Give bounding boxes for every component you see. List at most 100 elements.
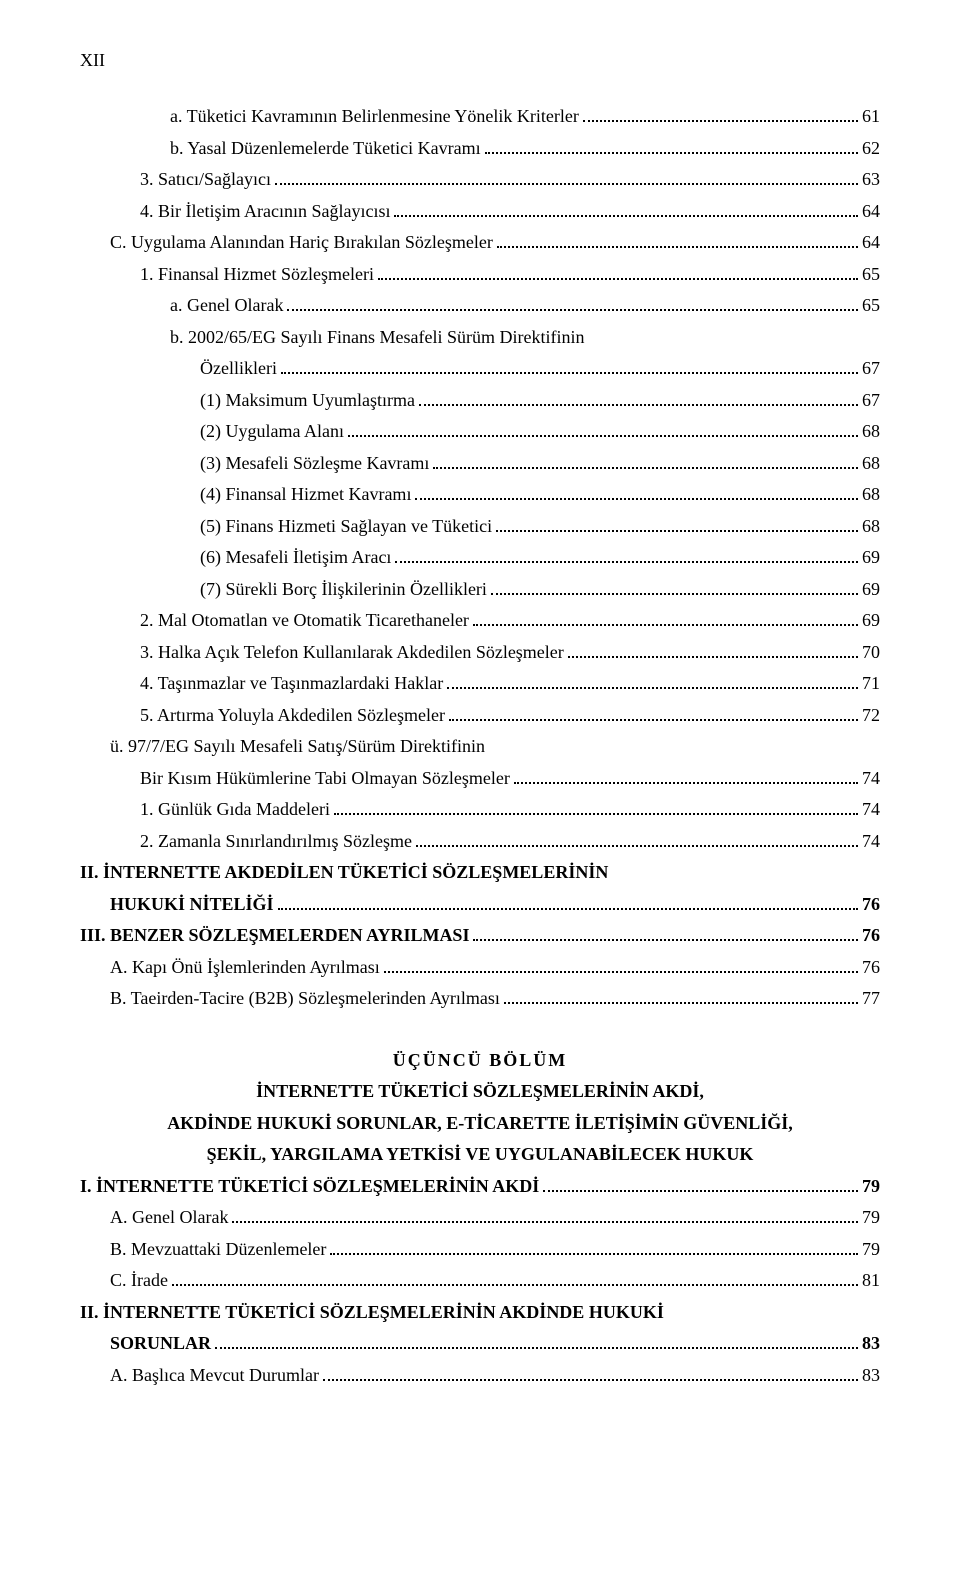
toc-label: B. Mevzuattaki Düzenlemeler	[110, 1234, 326, 1266]
toc-page-number: 72	[862, 700, 880, 732]
toc-leader-dots	[384, 971, 858, 973]
toc-page-number: 64	[862, 227, 880, 259]
toc-label: (3) Mesafeli Sözleşme Kavramı	[200, 448, 429, 480]
toc-leader-dots	[449, 719, 858, 721]
toc-page-number: 67	[862, 353, 880, 385]
toc-label: HUKUKİ NİTELİĞİ	[110, 889, 274, 921]
toc-label: (5) Finans Hizmeti Sağlayan ve Tüketici	[200, 511, 492, 543]
section-subtitle-2: AKDİNDE HUKUKİ SORUNLAR, E-TİCARETTE İLE…	[80, 1108, 880, 1140]
toc-label: C. İrade	[110, 1265, 168, 1297]
toc-label: 1. Günlük Gıda Maddeleri	[140, 794, 330, 826]
toc-page-number: 79	[862, 1171, 880, 1203]
toc-entry: 3. Halka Açık Telefon Kullanılarak Akded…	[80, 637, 880, 669]
toc-leader-dots	[491, 593, 858, 595]
toc-entry: 4. Bir İletişim Aracının Sağlayıcısı 64	[80, 196, 880, 228]
toc-entry: (2) Uygulama Alanı68	[80, 416, 880, 448]
toc-leader-dots	[419, 404, 858, 406]
toc-page-number: 69	[862, 542, 880, 574]
toc-entry-prefix: b. 2002/65/EG Sayılı Finans Mesafeli Sür…	[80, 322, 880, 354]
section-subtitle-3: ŞEKİL, YARGILAMA YETKİSİ VE UYGULANABİLE…	[80, 1139, 880, 1171]
toc-page-number: 69	[862, 574, 880, 606]
toc-entry: (4) Finansal Hizmet Kavramı 68	[80, 479, 880, 511]
toc-page-number: 68	[862, 416, 880, 448]
toc-label: (6) Mesafeli İletişim Aracı	[200, 542, 391, 574]
toc-page-number: 68	[862, 479, 880, 511]
toc-leader-dots	[215, 1347, 858, 1349]
toc-leader-dots	[395, 561, 858, 563]
toc-page-number: 74	[862, 794, 880, 826]
toc-label: (7) Sürekli Borç İlişkilerinin Özellikle…	[200, 574, 487, 606]
toc-page-number: 65	[862, 259, 880, 291]
toc-leader-dots	[473, 939, 858, 941]
toc-entry: C. İrade 81	[80, 1265, 880, 1297]
toc-leader-dots	[416, 845, 858, 847]
toc-label: 2. Zamanla Sınırlandırılmış Sözleşme	[140, 826, 412, 858]
toc-label: 4. Taşınmazlar ve Taşınmazlardaki Haklar	[140, 668, 443, 700]
toc-leader-dots	[287, 309, 858, 311]
toc-entry-prefix: II. İNTERNETTE AKDEDİLEN TÜKETİCİ SÖZLEŞ…	[80, 857, 880, 889]
toc-label: 4. Bir İletişim Aracının Sağlayıcısı	[140, 196, 390, 228]
toc-label: Özellikleri	[200, 353, 277, 385]
toc-leader-dots	[415, 498, 858, 500]
toc-entry: a. Tüketici Kavramının Belirlenmesine Yö…	[80, 101, 880, 133]
toc-label: 1. Finansal Hizmet Sözleşmeleri	[140, 259, 374, 291]
toc-page-number: 74	[862, 763, 880, 795]
toc-label: 2. Mal Otomatlan ve Otomatik Ticarethane…	[140, 605, 469, 637]
toc-entry: I. İNTERNETTE TÜKETİCİ SÖZLEŞMELERİNİN A…	[80, 1171, 880, 1203]
toc-entry: a. Genel Olarak65	[80, 290, 880, 322]
toc-entry: III. BENZER SÖZLEŞMELERDEN AYRILMASI76	[80, 920, 880, 952]
toc-label: A. Başlıca Mevcut Durumlar	[110, 1360, 319, 1392]
toc-page-number: 83	[862, 1328, 880, 1360]
toc-page-number: 76	[862, 952, 880, 984]
toc-label: II. İNTERNETTE TÜKETİCİ SÖZLEŞMELERİNİN …	[80, 1297, 664, 1329]
toc-leader-dots	[348, 435, 858, 437]
toc-entry: HUKUKİ NİTELİĞİ 76	[80, 889, 880, 921]
toc-leader-dots	[485, 152, 858, 154]
toc-entry: SORUNLAR83	[80, 1328, 880, 1360]
toc-label: A. Genel Olarak	[110, 1202, 228, 1234]
toc-entry: 2. Mal Otomatlan ve Otomatik Ticarethane…	[80, 605, 880, 637]
toc-leader-dots	[275, 183, 858, 185]
toc-page-number: 64	[862, 196, 880, 228]
toc-page-number: 68	[862, 511, 880, 543]
toc-label: I. İNTERNETTE TÜKETİCİ SÖZLEŞMELERİNİN A…	[80, 1171, 539, 1203]
toc-page-number: 67	[862, 385, 880, 417]
toc-entry: A. Genel Olarak79	[80, 1202, 880, 1234]
toc-label: 3. Halka Açık Telefon Kullanılarak Akded…	[140, 637, 564, 669]
toc-entry-prefix: II. İNTERNETTE TÜKETİCİ SÖZLEŞMELERİNİN …	[80, 1297, 880, 1329]
toc-leader-dots	[543, 1190, 858, 1192]
toc-leader-dots	[497, 246, 858, 248]
toc-entry: (7) Sürekli Borç İlişkilerinin Özellikle…	[80, 574, 880, 606]
toc-label: 3. Satıcı/Sağlayıcı	[140, 164, 271, 196]
toc-label: ü. 97/7/EG Sayılı Mesafeli Satış/Sürüm D…	[110, 731, 485, 763]
toc-page-number: 71	[862, 668, 880, 700]
toc-entry: 2. Zamanla Sınırlandırılmış Sözleşme74	[80, 826, 880, 858]
section-subtitle-1: İNTERNETTE TÜKETİCİ SÖZLEŞMELERİNİN AKDİ…	[80, 1076, 880, 1108]
toc-entry: b. Yasal Düzenlemelerde Tüketici Kavramı…	[80, 133, 880, 165]
toc-page-number: 61	[862, 101, 880, 133]
toc-page-number: 76	[862, 920, 880, 952]
toc-page-number: 81	[862, 1265, 880, 1297]
toc-page-number: 79	[862, 1234, 880, 1266]
toc-leader-dots	[433, 467, 858, 469]
toc-label: C. Uygulama Alanından Hariç Bırakılan Sö…	[110, 227, 493, 259]
toc-entry: 1. Günlük Gıda Maddeleri 74	[80, 794, 880, 826]
toc-page-number: 76	[862, 889, 880, 921]
toc-entry: A. Kapı Önü İşlemlerinden Ayrılması76	[80, 952, 880, 984]
toc-label: (4) Finansal Hizmet Kavramı	[200, 479, 411, 511]
toc-page-number: 62	[862, 133, 880, 165]
page-number: XII	[80, 50, 880, 71]
toc-entry: (5) Finans Hizmeti Sağlayan ve Tüketici 6…	[80, 511, 880, 543]
toc-entry: A. Başlıca Mevcut Durumlar83	[80, 1360, 880, 1392]
toc-label: (1) Maksimum Uyumlaştırma	[200, 385, 415, 417]
toc-page-number: 70	[862, 637, 880, 669]
toc-entry: 1. Finansal Hizmet Sözleşmeleri 65	[80, 259, 880, 291]
toc-entry: 4. Taşınmazlar ve Taşınmazlardaki Haklar…	[80, 668, 880, 700]
toc-label: 5. Artırma Yoluyla Akdedilen Sözleşmeler	[140, 700, 445, 732]
toc-label: a. Tüketici Kavramının Belirlenmesine Yö…	[170, 101, 579, 133]
toc-leader-dots	[378, 278, 858, 280]
toc-page-number: 69	[862, 605, 880, 637]
toc-leader-dots	[232, 1221, 858, 1223]
toc-page-number: 65	[862, 290, 880, 322]
toc-entry: Bir Kısım Hükümlerine Tabi Olmayan Sözle…	[80, 763, 880, 795]
